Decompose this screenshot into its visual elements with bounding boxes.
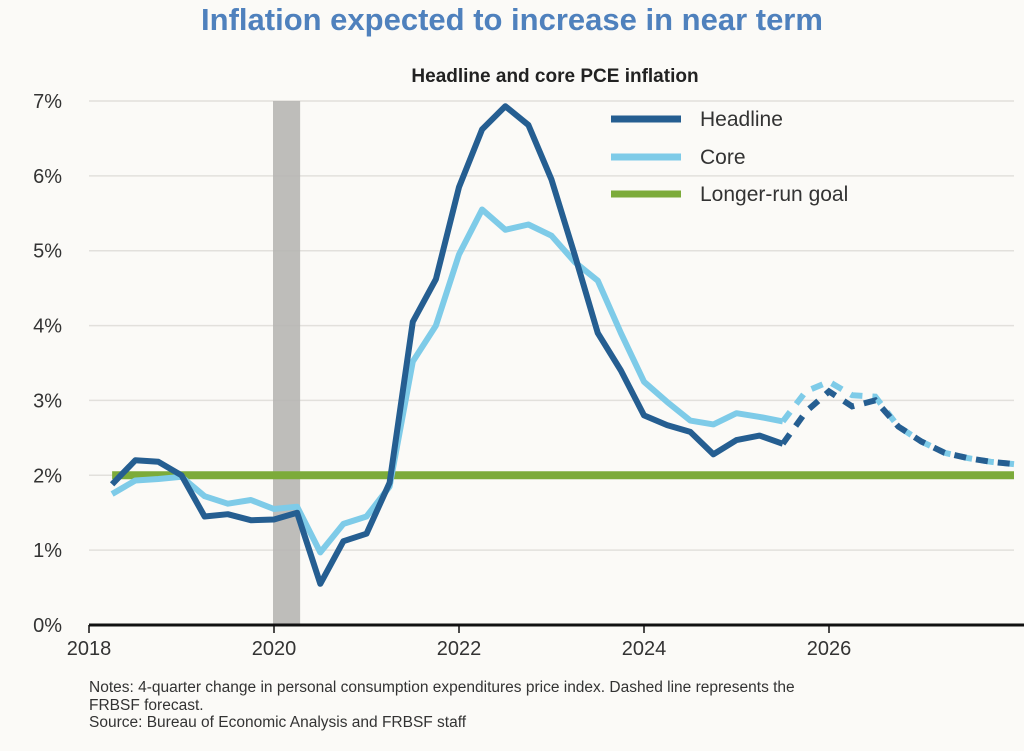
legend-label-core: Core — [700, 146, 746, 169]
x-tick-label: 2020 — [252, 638, 297, 660]
x-tick-label: 2026 — [807, 638, 852, 660]
series-headline-forecast — [780, 387, 1015, 468]
recession-shading — [273, 101, 301, 625]
notes-line-2: FRBSF forecast. — [89, 696, 204, 714]
series-core-forecast — [780, 378, 1015, 468]
page-title: Inflation expected to increase in near t… — [201, 2, 823, 37]
legend-label-longer-run-goal: Longer-run goal — [700, 183, 848, 206]
y-tick-label: 7% — [33, 91, 62, 113]
y-tick-label: 0% — [33, 615, 62, 637]
y-tick-label: 6% — [33, 166, 62, 188]
chart-notes: Notes: 4-quarter change in personal cons… — [89, 679, 989, 732]
y-tick-label: 3% — [33, 390, 62, 412]
source-line: Source: Bureau of Economic Analysis and … — [89, 714, 467, 731]
series-headline-actual — [109, 103, 784, 587]
legend-label-headline: Headline — [700, 108, 783, 131]
y-tick-label: 2% — [33, 465, 62, 487]
notes-line-1: Notes: 4-quarter change in personal cons… — [89, 679, 795, 696]
x-tick-label: 2022 — [437, 638, 482, 660]
y-tick-label: 5% — [33, 241, 62, 263]
y-tick-label: 1% — [33, 540, 62, 562]
chart-title: Headline and core PCE inflation — [411, 66, 699, 87]
x-tick-label: 2018 — [67, 638, 112, 660]
y-tick-label: 4% — [33, 316, 62, 338]
x-tick-label: 2024 — [622, 638, 667, 660]
series-core-actual — [110, 206, 784, 556]
